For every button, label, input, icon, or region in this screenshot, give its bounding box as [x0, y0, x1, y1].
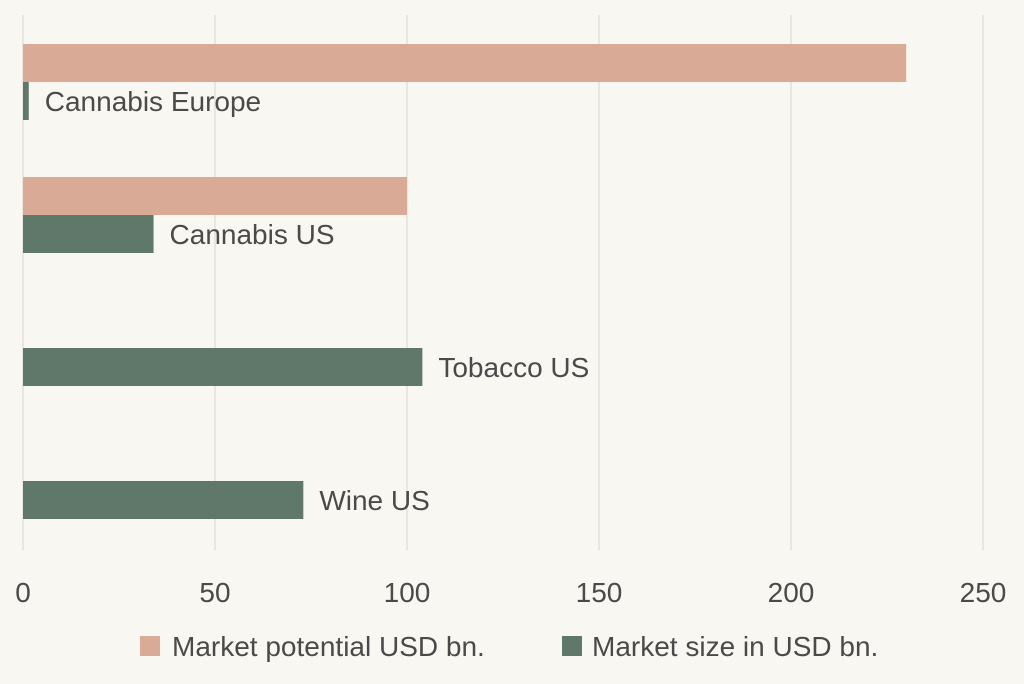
x-tick-label-2: 100: [384, 577, 431, 608]
x-tick-label-0: 0: [15, 577, 31, 608]
legend-swatch-1: [562, 636, 582, 656]
legend-swatch-0: [140, 636, 160, 656]
x-tick-label-1: 50: [199, 577, 230, 608]
category-label-2: Tobacco US: [438, 352, 589, 383]
x-tick-label-4: 200: [768, 577, 815, 608]
bar-size-1: [23, 215, 154, 253]
bar-potential-0: [23, 44, 907, 82]
legend: Market potential USD bn. Market size in U…: [140, 631, 878, 662]
legend-label-1: Market size in USD bn.: [592, 631, 878, 662]
legend-label-0: Market potential USD bn.: [172, 631, 485, 662]
bar-size-2: [23, 348, 423, 386]
bars: [23, 44, 907, 519]
category-label-1: Cannabis US: [170, 219, 335, 250]
category-labels: Cannabis Europe Cannabis US Tobacco US Wine…: [45, 86, 590, 516]
bar-potential-1: [23, 177, 407, 215]
x-tick-label-5: 250: [960, 577, 1007, 608]
category-label-3: Wine US: [319, 485, 429, 516]
bar-size-3: [23, 481, 304, 519]
x-axis-tick-labels: 0 50 100 150 200 250: [15, 577, 1006, 608]
bar-size-0: [23, 82, 29, 120]
x-tick-label-3: 150: [576, 577, 623, 608]
grid-lines: [22, 15, 984, 550]
category-label-0: Cannabis Europe: [45, 86, 261, 117]
